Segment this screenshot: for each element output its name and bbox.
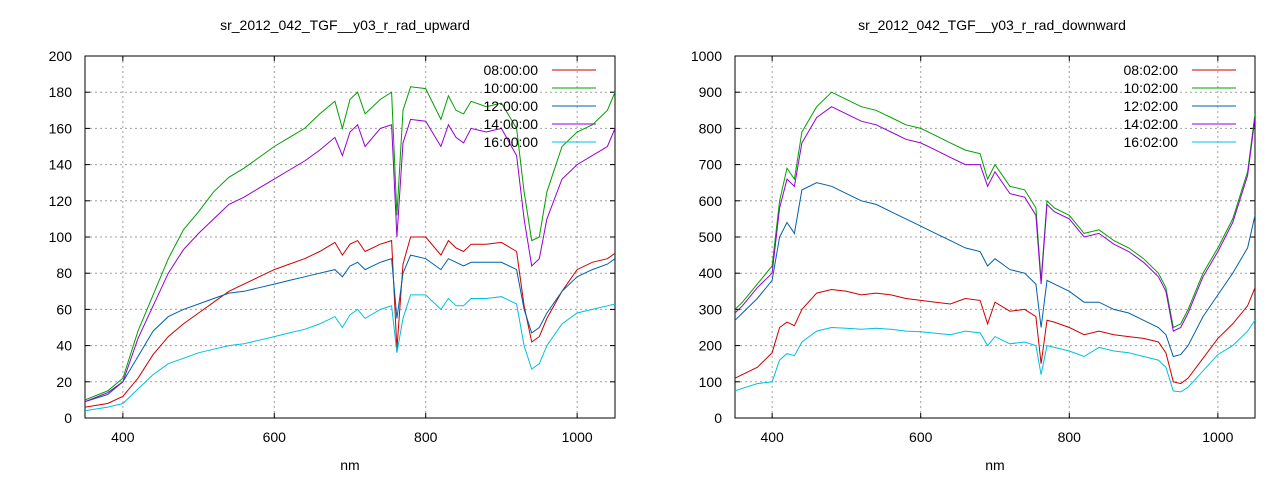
x-axis-label: nm — [340, 457, 359, 473]
y-tick-label: 0 — [714, 410, 722, 426]
chart-title: sr_2012_042_TGF__y03_r_rad_downward — [858, 17, 1126, 33]
y-tick-label: 1000 — [691, 48, 722, 64]
y-tick-label: 160 — [49, 120, 73, 136]
x-tick-label: 600 — [909, 429, 933, 445]
x-tick-label: 1000 — [562, 429, 593, 445]
legend-label: 12:00:00 — [484, 98, 539, 114]
legend-label: 14:02:00 — [1124, 116, 1179, 132]
y-tick-label: 900 — [699, 84, 723, 100]
y-tick-label: 300 — [699, 301, 723, 317]
x-tick-label: 600 — [263, 429, 287, 445]
series-line-08:00:00 — [85, 236, 615, 408]
series-line-10:00:00 — [85, 86, 615, 401]
legend-label: 08:00:00 — [484, 62, 539, 78]
y-tick-label: 100 — [49, 229, 73, 245]
y-tick-label: 600 — [699, 193, 723, 209]
y-tick-label: 80 — [56, 265, 72, 281]
y-tick-label: 40 — [56, 338, 72, 354]
series-line-16:00:00 — [85, 294, 615, 412]
series-line-10:02:00 — [735, 91, 1255, 329]
series-line-16:02:00 — [735, 320, 1255, 393]
series-line-14:00:00 — [85, 118, 615, 403]
y-tick-label: 100 — [699, 374, 723, 390]
legend-label: 16:00:00 — [484, 134, 539, 150]
x-tick-label: 400 — [111, 429, 135, 445]
legend-label: 16:02:00 — [1124, 134, 1179, 150]
downward-chart-panel: sr_2012_042_TGF__y03_r_rad_downward 400 60… — [691, 17, 1256, 473]
y-tick-label: 200 — [49, 48, 73, 64]
series-line-12:00:00 — [85, 254, 615, 403]
legend-label: 12:02:00 — [1124, 98, 1179, 114]
legend-label: 14:00:00 — [484, 116, 539, 132]
y-tick-label: 180 — [49, 84, 73, 100]
y-tick-label: 700 — [699, 157, 723, 173]
chart-title: sr_2012_042_TGF__y03_r_rad_upward — [220, 17, 470, 33]
series-line-08:02:00 — [735, 287, 1255, 385]
x-tick-label: 400 — [760, 429, 784, 445]
y-tick-label: 0 — [64, 410, 72, 426]
legend-label: 10:00:00 — [484, 80, 539, 96]
y-tick-label: 400 — [699, 265, 723, 281]
x-tick-label: 1000 — [1202, 429, 1233, 445]
y-tick-label: 200 — [699, 338, 723, 354]
x-tick-label: 800 — [1058, 429, 1082, 445]
y-tick-label: 120 — [49, 193, 73, 209]
legend-label: 08:02:00 — [1124, 62, 1179, 78]
y-tick-label: 20 — [56, 374, 72, 390]
legend-label: 10:02:00 — [1124, 80, 1179, 96]
series-line-12:02:00 — [735, 182, 1255, 358]
x-axis-label: nm — [985, 457, 1004, 473]
y-tick-label: 500 — [699, 229, 723, 245]
series-line-14:02:00 — [735, 106, 1255, 332]
y-tick-label: 800 — [699, 120, 723, 136]
y-tick-label: 60 — [56, 301, 72, 317]
x-tick-label: 800 — [414, 429, 438, 445]
y-tick-label: 140 — [49, 157, 73, 173]
